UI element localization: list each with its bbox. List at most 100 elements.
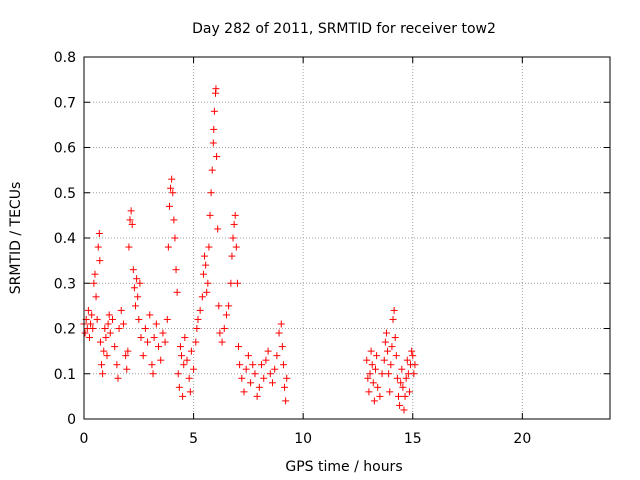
- data-point: [196, 306, 204, 314]
- data-point: [94, 243, 102, 251]
- data-point: [135, 315, 143, 323]
- data-point: [238, 374, 246, 382]
- data-point: [127, 207, 135, 215]
- data-point: [279, 361, 287, 369]
- data-point: [240, 388, 248, 396]
- data-point: [396, 401, 404, 409]
- data-point: [366, 370, 374, 378]
- data-point: [90, 279, 98, 287]
- data-point: [134, 293, 142, 301]
- data-point: [96, 257, 104, 265]
- data-point: [242, 365, 250, 373]
- data-point: [385, 370, 393, 378]
- data-point: [132, 302, 140, 310]
- chart-title: Day 282 of 2011, SRMTID for receiver tow…: [192, 21, 496, 37]
- data-point: [128, 220, 136, 228]
- data-point: [203, 288, 211, 296]
- y-axis-label: SRMTID / TECUs: [8, 182, 24, 295]
- data-point: [208, 166, 216, 174]
- data-point: [163, 315, 171, 323]
- data-point: [194, 315, 202, 323]
- data-point: [89, 325, 97, 332]
- data-point: [260, 374, 268, 382]
- data-point: [130, 284, 138, 292]
- data-point: [222, 311, 230, 319]
- data-point: [271, 365, 279, 373]
- data-point: [161, 338, 169, 346]
- data-point: [115, 325, 123, 332]
- data-point: [387, 361, 395, 369]
- data-point: [198, 293, 206, 301]
- x-tick-label: 15: [404, 431, 422, 447]
- x-tick-label: 0: [80, 431, 89, 447]
- data-point: [393, 374, 401, 382]
- data-point: [124, 347, 132, 355]
- data-point: [174, 370, 182, 378]
- data-point: [399, 383, 407, 391]
- data-point: [235, 343, 243, 351]
- data-point: [106, 329, 114, 337]
- data-point: [247, 379, 255, 387]
- data-point: [378, 370, 386, 378]
- data-point: [185, 374, 193, 382]
- data-point: [236, 361, 244, 369]
- data-point: [204, 279, 212, 287]
- data-point: [129, 266, 137, 274]
- data-point: [136, 279, 144, 287]
- data-point: [371, 365, 379, 373]
- data-point: [388, 343, 396, 351]
- y-tick-label: 0.5: [54, 186, 76, 202]
- data-point: [169, 189, 177, 197]
- data-point: [398, 365, 406, 373]
- data-point: [102, 334, 110, 342]
- data-point: [92, 293, 100, 301]
- data-point: [368, 361, 376, 369]
- data-point: [91, 270, 99, 278]
- data-point: [213, 153, 221, 161]
- data-point: [88, 311, 96, 319]
- data-point: [374, 383, 382, 391]
- data-point: [384, 347, 392, 355]
- data-point: [117, 306, 125, 314]
- data-point: [210, 125, 218, 133]
- data-point: [202, 261, 210, 269]
- data-point: [85, 334, 93, 342]
- data-point: [228, 252, 236, 260]
- data-point: [126, 216, 134, 224]
- data-point: [255, 383, 263, 391]
- data-point: [98, 361, 106, 369]
- data-point: [392, 352, 400, 360]
- data-point: [146, 311, 154, 319]
- data-point: [390, 306, 398, 314]
- y-tick-label: 0.6: [54, 141, 76, 157]
- data-point: [179, 392, 187, 400]
- data-point: [210, 107, 218, 115]
- data-point: [258, 361, 266, 369]
- data-point: [167, 184, 175, 192]
- data-point: [281, 383, 289, 391]
- data-point: [231, 211, 239, 219]
- data-point: [84, 306, 92, 314]
- data-point: [137, 334, 145, 342]
- data-point: [266, 370, 274, 378]
- data-point: [93, 315, 101, 323]
- data-point: [212, 85, 220, 93]
- data-point: [370, 397, 378, 405]
- data-point: [220, 325, 228, 332]
- data-point: [87, 320, 95, 328]
- y-tick-label: 0.2: [54, 322, 76, 338]
- data-point: [95, 229, 103, 237]
- data-point: [193, 325, 201, 332]
- data-point: [229, 234, 237, 242]
- data-point: [408, 347, 416, 355]
- data-point: [111, 343, 119, 351]
- data-point: [149, 370, 157, 378]
- data-point: [141, 325, 149, 332]
- data-point: [139, 352, 147, 360]
- data-point: [150, 334, 158, 342]
- data-point: [244, 352, 252, 360]
- data-point: [227, 279, 235, 287]
- data-point: [395, 392, 403, 400]
- data-point: [176, 343, 184, 351]
